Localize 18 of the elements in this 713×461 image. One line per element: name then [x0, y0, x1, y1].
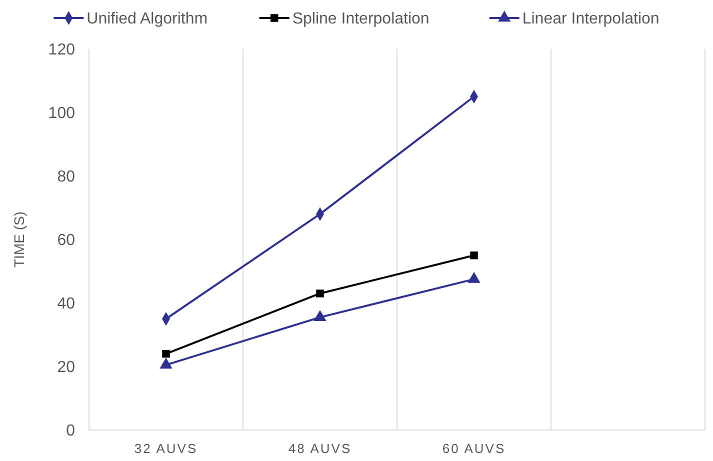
x-tick-label: 48 AUVS	[288, 441, 352, 456]
y-axis-title: TIME (S)	[11, 212, 27, 268]
point	[470, 252, 478, 260]
legend-label: Linear Interpolation	[522, 10, 660, 28]
x-tick-label: 32 AUVS	[134, 441, 198, 456]
y-tick-label: 0	[66, 422, 76, 440]
point	[160, 358, 172, 369]
x-tick-label: 60 AUVS	[442, 441, 506, 456]
legend-label: Unified Algorithm	[86, 10, 208, 28]
legend-label: Spline Interpolation	[292, 10, 430, 28]
point	[316, 290, 324, 298]
point	[162, 350, 170, 358]
y-tick-label: 60	[57, 232, 76, 250]
y-tick-label: 40	[57, 296, 76, 313]
y-tick-label: 120	[48, 42, 76, 59]
y-tick-label: 80	[57, 168, 76, 186]
y-tick-label: 20	[57, 359, 76, 376]
y-tick-label: 100	[48, 105, 76, 122]
